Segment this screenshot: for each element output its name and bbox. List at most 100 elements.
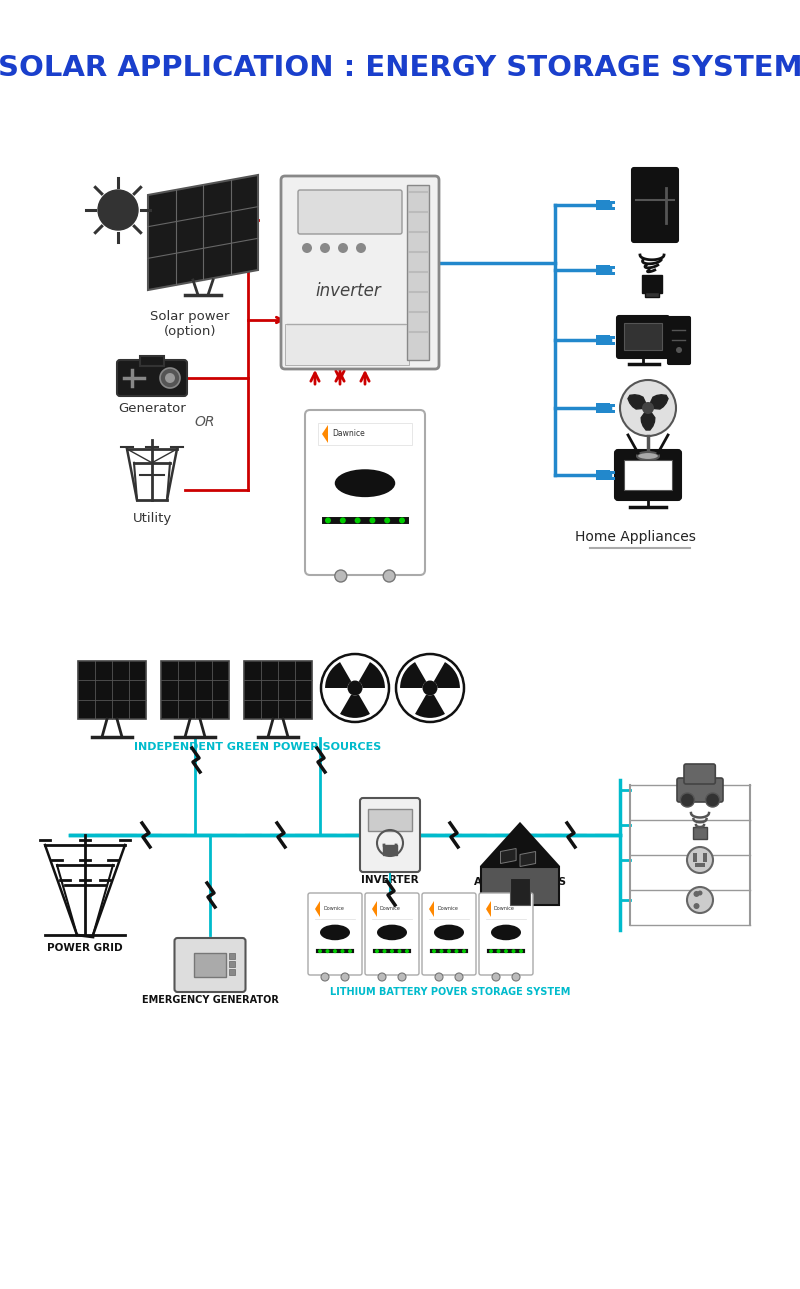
- FancyBboxPatch shape: [632, 168, 678, 242]
- Circle shape: [687, 887, 713, 913]
- Circle shape: [698, 891, 702, 896]
- Text: EMERGENCY GENERATOR: EMERGENCY GENERATOR: [142, 995, 278, 1005]
- Text: POWER GRID: POWER GRID: [47, 944, 123, 953]
- Circle shape: [165, 373, 175, 383]
- Bar: [703, 853, 707, 862]
- Text: AC APPLIANCES: AC APPLIANCES: [474, 877, 566, 887]
- Ellipse shape: [377, 924, 407, 940]
- Circle shape: [519, 949, 523, 953]
- Circle shape: [333, 949, 337, 953]
- Text: Downice: Downice: [494, 906, 515, 911]
- Circle shape: [447, 949, 451, 953]
- Bar: [596, 335, 610, 345]
- Circle shape: [354, 517, 361, 523]
- Circle shape: [340, 517, 346, 523]
- Text: Utility: Utility: [132, 512, 172, 525]
- Wedge shape: [415, 695, 445, 718]
- Circle shape: [511, 949, 515, 953]
- Bar: [610, 410, 615, 412]
- Polygon shape: [315, 901, 320, 916]
- Circle shape: [694, 904, 699, 909]
- Bar: [481, 866, 559, 905]
- FancyBboxPatch shape: [668, 317, 690, 363]
- FancyBboxPatch shape: [479, 893, 533, 974]
- Bar: [610, 470, 615, 473]
- Polygon shape: [486, 901, 491, 916]
- Circle shape: [687, 847, 713, 873]
- Circle shape: [390, 949, 394, 953]
- Circle shape: [320, 244, 330, 253]
- Bar: [624, 324, 662, 351]
- Circle shape: [326, 949, 330, 953]
- Circle shape: [321, 973, 329, 981]
- Text: Dawnice: Dawnice: [332, 429, 365, 438]
- Bar: [318, 423, 412, 445]
- Circle shape: [335, 570, 347, 583]
- Bar: [194, 953, 226, 977]
- FancyBboxPatch shape: [305, 410, 425, 575]
- Bar: [610, 201, 615, 204]
- Circle shape: [642, 402, 654, 414]
- Bar: [78, 661, 146, 719]
- Circle shape: [492, 973, 500, 981]
- Polygon shape: [429, 901, 434, 916]
- Text: LITHIUM BATTERY POVER STORAGE SYSTEM: LITHIUM BATTERY POVER STORAGE SYSTEM: [330, 987, 570, 996]
- Bar: [610, 342, 615, 344]
- Text: Downice: Downice: [323, 906, 344, 911]
- Bar: [610, 206, 615, 210]
- FancyBboxPatch shape: [617, 316, 669, 358]
- FancyBboxPatch shape: [677, 779, 723, 802]
- Circle shape: [98, 189, 138, 229]
- Circle shape: [375, 949, 379, 953]
- Bar: [596, 266, 610, 275]
- Circle shape: [341, 949, 345, 953]
- FancyBboxPatch shape: [308, 893, 362, 974]
- Ellipse shape: [434, 924, 464, 940]
- Polygon shape: [322, 425, 328, 443]
- Bar: [642, 275, 662, 293]
- Text: INVERTER: INVERTER: [361, 875, 419, 886]
- Circle shape: [302, 244, 312, 253]
- Circle shape: [341, 973, 349, 981]
- Wedge shape: [358, 663, 385, 688]
- Polygon shape: [520, 852, 536, 866]
- Circle shape: [370, 517, 375, 523]
- Text: SOLAR APPLICATION : ENERGY STORAGE SYSTEM: SOLAR APPLICATION : ENERGY STORAGE SYSTE…: [0, 54, 800, 82]
- Ellipse shape: [320, 924, 350, 940]
- Bar: [161, 661, 229, 719]
- Text: inverter: inverter: [315, 282, 381, 300]
- Text: OR: OR: [194, 415, 215, 429]
- Wedge shape: [325, 663, 351, 688]
- Circle shape: [497, 949, 501, 953]
- Bar: [610, 403, 615, 406]
- Wedge shape: [400, 663, 426, 688]
- Circle shape: [356, 244, 366, 253]
- Circle shape: [347, 681, 362, 696]
- Circle shape: [504, 949, 508, 953]
- Bar: [596, 403, 610, 412]
- Bar: [610, 335, 615, 339]
- FancyBboxPatch shape: [360, 798, 420, 871]
- Ellipse shape: [334, 469, 395, 498]
- Bar: [510, 878, 530, 905]
- Circle shape: [378, 973, 386, 981]
- Bar: [645, 293, 659, 296]
- Circle shape: [435, 973, 443, 981]
- Circle shape: [338, 244, 348, 253]
- Circle shape: [398, 973, 406, 981]
- Text: Generator: Generator: [118, 402, 186, 415]
- Bar: [596, 470, 610, 480]
- Circle shape: [422, 681, 438, 696]
- Text: Home Appliances: Home Appliances: [574, 530, 695, 544]
- Text: Downice: Downice: [437, 906, 458, 911]
- Circle shape: [325, 517, 331, 523]
- Bar: [610, 266, 615, 268]
- FancyBboxPatch shape: [285, 325, 409, 365]
- Bar: [693, 853, 697, 862]
- Circle shape: [348, 949, 352, 953]
- Circle shape: [620, 380, 676, 436]
- Circle shape: [318, 949, 322, 953]
- Bar: [693, 828, 707, 839]
- Bar: [610, 272, 615, 275]
- Text: INDEPENDENT GREEN POWER SOURCES: INDEPENDENT GREEN POWER SOURCES: [134, 742, 382, 751]
